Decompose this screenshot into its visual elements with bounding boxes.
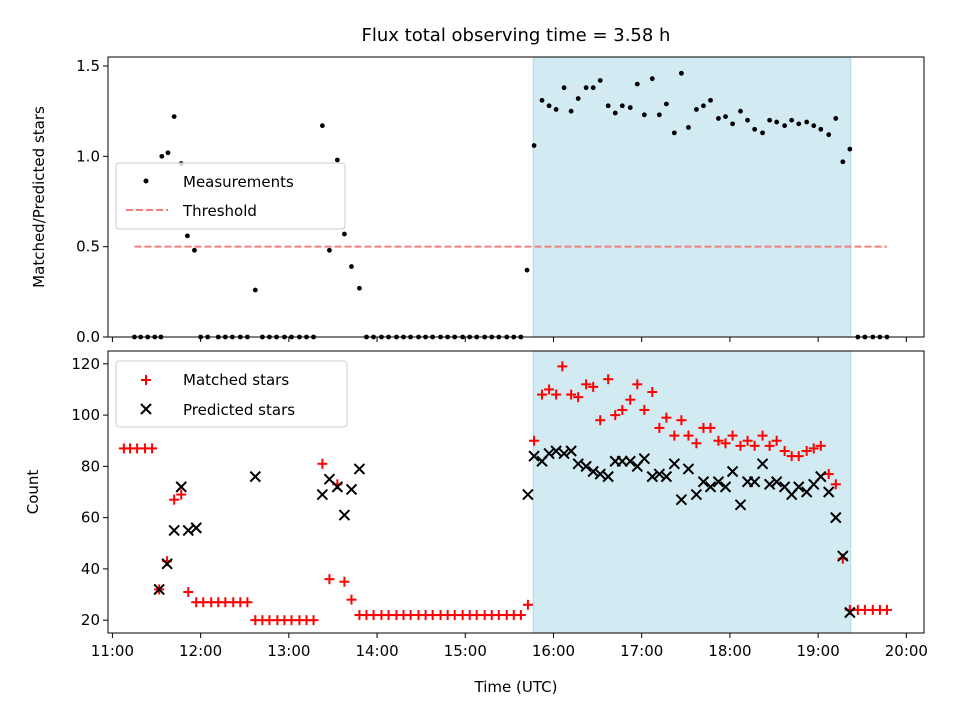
legend-measurements-marker (144, 179, 149, 184)
measurement-point (159, 154, 164, 159)
measurement-point (716, 116, 721, 121)
measurement-point (591, 85, 596, 90)
measurement-point (840, 159, 845, 164)
measurement-point (569, 109, 574, 114)
measurement-point (598, 78, 603, 83)
measurement-point (342, 232, 347, 237)
y-tick-label: 0.0 (76, 328, 100, 346)
measurement-point (796, 121, 801, 126)
measurement-point (708, 98, 713, 103)
measurement-point (584, 85, 589, 90)
measurement-point (701, 103, 706, 108)
legend-predicted-label: Predicted stars (183, 401, 295, 419)
measurement-point (745, 118, 750, 123)
measurement-point (657, 112, 662, 117)
measurement-point (192, 248, 197, 253)
measurement-point (335, 158, 340, 163)
y-tick-label: 120 (71, 355, 100, 373)
x-tick-label: 15:00 (444, 642, 487, 660)
y-tick-label: 0.5 (76, 238, 100, 256)
measurement-point (738, 109, 743, 114)
measurement-point (253, 288, 258, 293)
x-tick-label: 11:00 (91, 642, 134, 660)
x-tick-label: 19:00 (797, 642, 840, 660)
measurement-point (166, 150, 171, 155)
measurement-point (349, 264, 354, 269)
measurement-point (811, 123, 816, 128)
y-tick-label: 1.0 (76, 147, 100, 165)
measurement-point (532, 143, 537, 148)
y-tick-label: 20 (81, 611, 100, 629)
measurement-point (664, 102, 669, 107)
measurement-point (804, 120, 809, 125)
x-tick-label: 13:00 (267, 642, 310, 660)
legend-measurements-label: Measurements (183, 173, 294, 191)
x-tick-label: 17:00 (620, 642, 663, 660)
y-tick-label: 1.5 (76, 57, 100, 75)
measurement-point (694, 107, 699, 112)
measurement-point (357, 286, 362, 291)
legend-threshold-label: Threshold (182, 202, 257, 220)
measurement-point (327, 248, 332, 253)
y-tick-label: 80 (81, 457, 100, 475)
measurement-point (723, 114, 728, 119)
measurement-point (789, 118, 794, 123)
measurement-point (613, 111, 618, 116)
measurement-point (576, 96, 581, 101)
measurement-point (679, 71, 684, 76)
chart-title: Flux total observing time = 3.58 h (362, 25, 671, 46)
measurement-point (547, 103, 552, 108)
measurement-point (525, 268, 530, 273)
legend-matched-label: Matched stars (183, 371, 289, 389)
x-tick-label: 18:00 (708, 642, 751, 660)
measurement-point (774, 120, 779, 125)
measurement-point (782, 123, 787, 128)
y-tick-label: 100 (71, 406, 100, 424)
measurement-point (635, 82, 640, 87)
measurement-point (672, 130, 677, 135)
measurement-point (650, 76, 655, 81)
measurement-point (767, 118, 772, 123)
measurement-point (686, 125, 691, 130)
measurement-point (833, 116, 838, 121)
measurement-point (172, 114, 177, 119)
top-y-axis-label: Matched/Predicted stars (30, 106, 48, 288)
measurement-point (185, 233, 190, 238)
measurement-point (606, 103, 611, 108)
measurement-point (847, 147, 852, 152)
measurement-point (642, 112, 647, 117)
measurement-point (826, 132, 831, 137)
top-shaded-region (533, 57, 851, 337)
y-tick-label: 60 (81, 509, 100, 527)
measurement-point (628, 105, 633, 110)
x-axis-label: Time (UTC) (474, 678, 558, 696)
x-tick-label: 20:00 (885, 642, 928, 660)
measurement-point (562, 85, 567, 90)
top-legend: Measurements Threshold (116, 163, 345, 229)
chart-figure: Flux total observing time = 3.58 h 0.0 0.… (0, 0, 960, 720)
measurement-point (730, 121, 735, 126)
measurement-point (752, 127, 757, 132)
measurement-point (760, 130, 765, 135)
x-tick-label: 16:00 (532, 642, 575, 660)
x-tick-label: 14:00 (355, 642, 398, 660)
measurement-point (554, 107, 559, 112)
y-tick-label: 40 (81, 560, 100, 578)
bottom-legend: Matched stars Predicted stars (116, 361, 347, 427)
bottom-y-axis-label: Count (24, 470, 42, 515)
measurement-point (540, 98, 545, 103)
measurement-point (320, 123, 325, 128)
measurement-point (818, 127, 823, 132)
measurement-point (620, 103, 625, 108)
x-tick-label: 12:00 (179, 642, 222, 660)
